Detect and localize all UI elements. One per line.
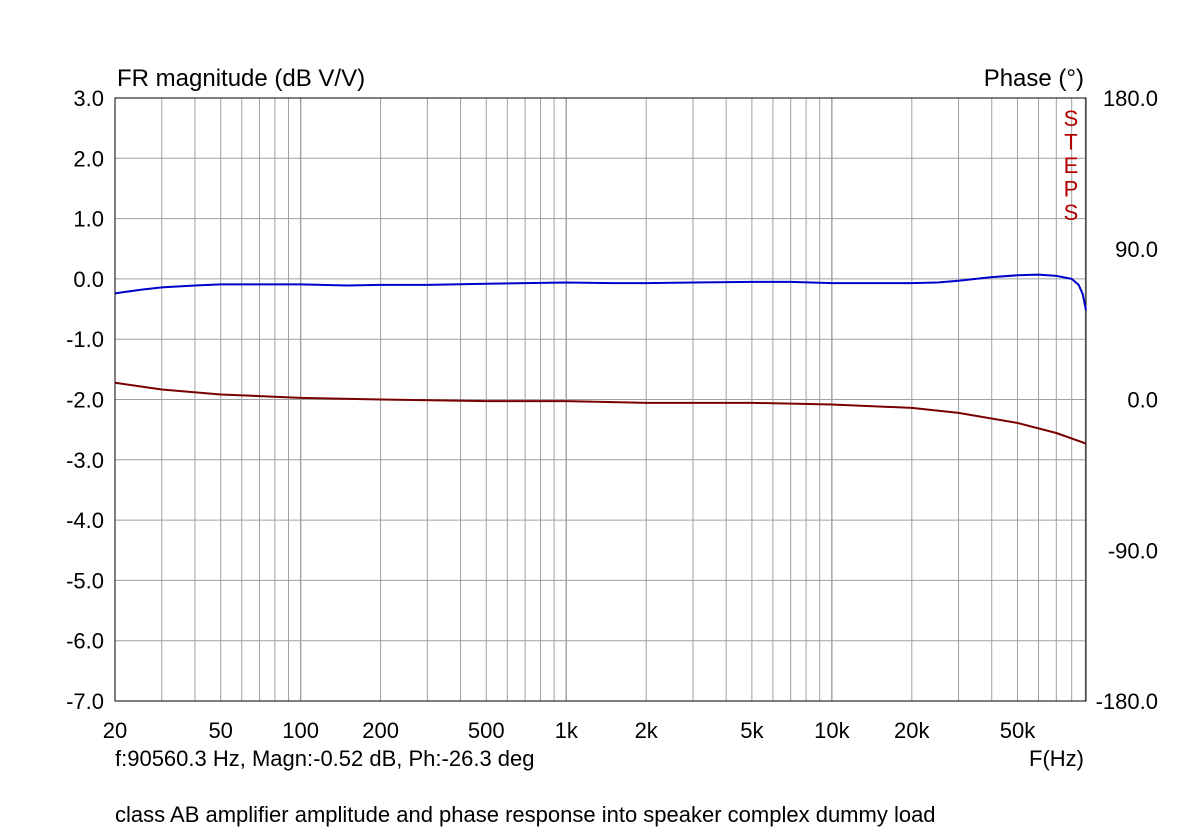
steps-letter: E xyxy=(1064,153,1079,178)
magnitude-series-line xyxy=(114,273,1087,311)
right-axis-title: Phase (°) xyxy=(984,65,1084,92)
right-tick-label: 90.0 xyxy=(1115,237,1158,262)
left-tick-label: -5.0 xyxy=(66,568,104,593)
left-tick-label: -6.0 xyxy=(66,629,104,654)
x-tick-label: 50 xyxy=(208,718,232,743)
steps-letter: P xyxy=(1064,177,1079,202)
x-tick-label: 100 xyxy=(282,718,319,743)
left-tick-label: -7.0 xyxy=(66,689,104,714)
right-tick-label: 180.0 xyxy=(1103,86,1158,111)
x-tick-label: 20 xyxy=(103,718,127,743)
left-tick-label: -2.0 xyxy=(66,388,104,413)
left-axis-title: FR magnitude (dB V/V) xyxy=(117,65,365,92)
right-tick-label: -180.0 xyxy=(1096,689,1158,714)
x-axis-label: F(Hz) xyxy=(1029,746,1084,771)
left-tick-label: -4.0 xyxy=(66,508,104,533)
x-tick-label: 10k xyxy=(814,718,850,743)
left-tick-label: 1.0 xyxy=(73,207,104,232)
cursor-readout: f:90560.3 Hz, Magn:-0.52 dB, Ph:-26.3 de… xyxy=(115,746,535,771)
x-tick-label: 1k xyxy=(555,718,579,743)
steps-letter: S xyxy=(1064,106,1079,131)
x-tick-label: 200 xyxy=(362,718,399,743)
x-tick-label: 500 xyxy=(468,718,505,743)
left-tick-label: 3.0 xyxy=(73,86,104,111)
x-tick-label: 20k xyxy=(894,718,930,743)
grid-lines xyxy=(115,97,1086,702)
plot-frame xyxy=(114,97,1087,702)
series-layer xyxy=(114,273,1087,445)
left-tick-label: 2.0 xyxy=(73,146,104,171)
left-tick-label: -1.0 xyxy=(66,327,104,352)
right-tick-label: 0.0 xyxy=(1127,388,1158,413)
right-tick-labels: 180.0 90.0 0.0 -90.0 -180.0 xyxy=(1096,86,1158,714)
left-tick-label: 0.0 xyxy=(73,267,104,292)
steps-letter: T xyxy=(1064,130,1077,155)
x-tick-label: 2k xyxy=(635,718,659,743)
chart-caption: class AB amplifier amplitude and phase r… xyxy=(115,802,936,827)
left-tick-labels: 3.0 2.0 1.0 0.0 -1.0 -2.0 -3.0 -4.0 -5.0 -6.0 -7.0 xyxy=(66,86,104,714)
x-tick-labels: 20 50 100 200 500 1k 2k 5k 10k 20k 50k xyxy=(103,718,1036,743)
x-tick-label: 50k xyxy=(1000,718,1036,743)
steps-letter: S xyxy=(1064,200,1079,225)
left-tick-label: -3.0 xyxy=(66,448,104,473)
phase-series-line xyxy=(114,381,1087,445)
right-tick-label: -90.0 xyxy=(1108,538,1158,563)
x-tick-label: 5k xyxy=(740,718,764,743)
